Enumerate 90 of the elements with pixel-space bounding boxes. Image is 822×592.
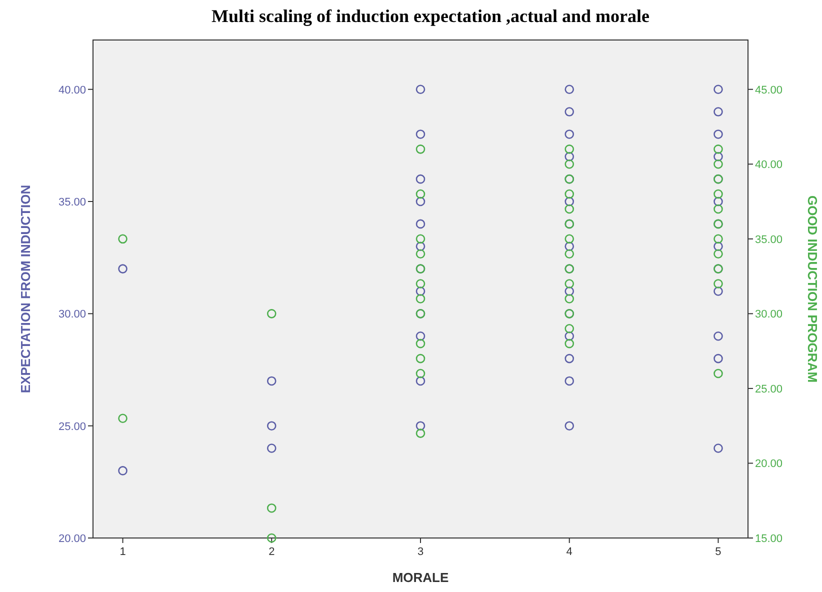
y-tick-label: 40.00 bbox=[58, 84, 86, 96]
point bbox=[564, 159, 574, 169]
point bbox=[416, 354, 426, 364]
y2-tick-label: 35.00 bbox=[755, 234, 783, 246]
y-tick-label: 20.00 bbox=[58, 533, 86, 545]
y2-tick-label: 30.00 bbox=[755, 308, 783, 321]
point bbox=[416, 130, 426, 139]
point bbox=[564, 294, 574, 304]
point bbox=[714, 279, 723, 288]
point bbox=[416, 368, 426, 378]
point bbox=[266, 309, 276, 318]
point bbox=[266, 376, 276, 386]
point bbox=[266, 533, 276, 543]
point bbox=[714, 444, 723, 453]
point bbox=[564, 204, 574, 214]
chart-title: Multi scaling of induction expectation ,actual and morale bbox=[212, 6, 650, 26]
y2-tick-label: 15.00 bbox=[755, 533, 783, 545]
y-tick-label: 35.00 bbox=[58, 196, 86, 209]
point bbox=[416, 279, 426, 288]
point bbox=[416, 331, 426, 341]
point bbox=[714, 107, 723, 116]
point bbox=[564, 107, 574, 116]
point bbox=[118, 414, 128, 424]
y2-tick-label: 25.00 bbox=[755, 383, 783, 396]
point bbox=[564, 421, 574, 430]
point bbox=[118, 234, 128, 244]
point bbox=[714, 354, 723, 364]
point bbox=[564, 152, 574, 162]
point bbox=[714, 368, 723, 378]
point bbox=[416, 174, 426, 184]
point bbox=[564, 84, 574, 94]
point bbox=[416, 84, 426, 94]
y2-axis-title: GOOD INDUCTION PROGRAM bbox=[805, 195, 820, 383]
point bbox=[564, 354, 574, 364]
point bbox=[714, 159, 723, 169]
point bbox=[714, 331, 723, 341]
point bbox=[416, 219, 426, 229]
y-axis-title: EXPECTATION FROM INDUCTION bbox=[18, 184, 33, 394]
point bbox=[118, 264, 128, 274]
point bbox=[416, 286, 426, 296]
point bbox=[564, 338, 574, 348]
y2-tick-label: 40.00 bbox=[755, 159, 783, 172]
x-axis-title: MORALE bbox=[392, 570, 449, 585]
point bbox=[714, 84, 723, 94]
y2-tick-label: 45.00 bbox=[755, 84, 783, 96]
point bbox=[416, 189, 426, 199]
point bbox=[266, 421, 276, 430]
point bbox=[266, 444, 276, 453]
point bbox=[714, 242, 723, 252]
point bbox=[564, 376, 574, 386]
point bbox=[564, 130, 574, 139]
point bbox=[416, 428, 426, 438]
y-tick-label: 25.00 bbox=[58, 420, 86, 433]
point bbox=[564, 189, 574, 199]
x-tick-label: 3 bbox=[417, 546, 424, 558]
point bbox=[266, 503, 276, 513]
point bbox=[714, 189, 723, 199]
point bbox=[416, 234, 426, 244]
point bbox=[416, 294, 426, 304]
point bbox=[714, 152, 723, 162]
point bbox=[564, 144, 574, 154]
x-tick-label: 4 bbox=[566, 546, 572, 558]
point bbox=[564, 331, 574, 341]
point bbox=[564, 286, 574, 296]
point bbox=[714, 234, 723, 244]
point bbox=[416, 421, 426, 430]
point bbox=[564, 249, 574, 259]
point bbox=[714, 286, 723, 296]
x-tick-label: 2 bbox=[268, 546, 275, 558]
point bbox=[714, 144, 723, 154]
point bbox=[714, 249, 723, 259]
point bbox=[564, 279, 574, 288]
point bbox=[714, 130, 723, 139]
point bbox=[416, 249, 426, 259]
x-tick-label: 5 bbox=[715, 546, 722, 558]
point bbox=[416, 144, 426, 154]
point bbox=[416, 338, 426, 348]
point bbox=[714, 196, 723, 206]
point bbox=[564, 324, 574, 334]
x-tick-label: 1 bbox=[120, 546, 126, 558]
point bbox=[564, 242, 574, 252]
y-tick-label: 30.00 bbox=[58, 308, 86, 321]
point bbox=[714, 204, 723, 214]
point bbox=[564, 196, 574, 206]
point bbox=[416, 242, 426, 252]
y2-tick-label: 20.00 bbox=[755, 458, 783, 470]
point bbox=[118, 466, 128, 476]
point bbox=[564, 234, 574, 244]
point bbox=[416, 196, 426, 206]
point bbox=[416, 376, 426, 386]
